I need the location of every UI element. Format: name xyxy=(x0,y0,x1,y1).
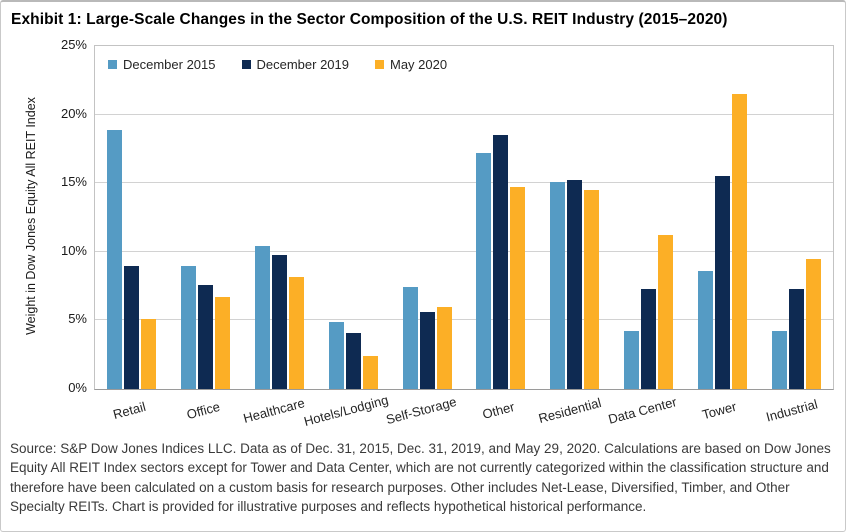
bar-hotels-lodging-may-2020 xyxy=(362,356,378,389)
x-label-retail: Retail xyxy=(111,398,148,423)
legend-item-december-2019: December 2019 xyxy=(241,57,350,72)
bar-healthcare-december-2015 xyxy=(254,246,270,389)
bar-self-storage-december-2015 xyxy=(402,287,418,389)
legend-swatch-december-2015 xyxy=(108,60,117,69)
x-label-data-center: Data Center xyxy=(607,394,679,427)
bar-industrial-may-2020 xyxy=(805,258,821,389)
source-note: Source: S&P Dow Jones Indices LLC. Data … xyxy=(10,441,831,515)
gridline-20 xyxy=(95,113,833,115)
bar-other-december-2015 xyxy=(476,153,492,389)
bar-healthcare-december-2019 xyxy=(271,254,287,389)
x-label-other: Other xyxy=(480,399,516,422)
bar-healthcare-may-2020 xyxy=(288,276,304,389)
y-tick-label-0: 0% xyxy=(68,380,87,395)
gridline-15 xyxy=(95,182,833,184)
bar-group-office: Office xyxy=(169,46,243,422)
bar-group-healthcare: Healthcare xyxy=(242,46,317,426)
bar-groups: Retail Office Healthcare Hotels/Lodging Self… xyxy=(95,46,833,429)
bar-hotels-lodging-december-2015 xyxy=(328,321,344,389)
y-axis-ticks: 0% 5% 10% 15% 20% 25% xyxy=(1,37,87,395)
legend: December 2015 December 2019 May 2020 xyxy=(108,57,447,72)
bar-self-storage-may-2020 xyxy=(436,306,452,389)
bar-office-may-2020 xyxy=(215,297,231,389)
x-label-residential: Residential xyxy=(536,394,603,427)
bar-self-storage-december-2019 xyxy=(419,312,435,389)
y-tick-label-20: 20% xyxy=(60,105,87,121)
bar-group-retail: Retail xyxy=(95,46,169,422)
bar-other-december-2019 xyxy=(493,135,509,389)
x-label-self-storage: Self-Storage xyxy=(384,393,459,428)
bar-industrial-december-2015 xyxy=(771,331,787,389)
legend-label-december-2015: December 2015 xyxy=(123,57,216,72)
y-tick-label-5: 5% xyxy=(68,311,87,327)
bar-tower-may-2020 xyxy=(731,94,747,389)
legend-item-december-2015: December 2015 xyxy=(108,57,216,72)
y-tick-label-10: 10% xyxy=(60,242,87,258)
legend-label-december-2019: December 2019 xyxy=(256,57,350,72)
x-label-healthcare: Healthcare xyxy=(242,395,307,426)
bar-group-data-center: Data Center xyxy=(607,46,686,427)
bar-other-may-2020 xyxy=(510,187,526,389)
bar-retail-december-2019 xyxy=(124,265,140,389)
bar-data-center-december-2015 xyxy=(623,331,639,389)
bar-group-tower: Tower xyxy=(685,46,759,422)
bar-group-hotels-lodging: Hotels/Lodging xyxy=(303,46,390,429)
legend-item-may-2020: May 2020 xyxy=(375,57,447,72)
x-label-industrial: Industrial xyxy=(764,396,820,425)
bar-data-center-december-2019 xyxy=(640,288,656,389)
x-label-tower: Tower xyxy=(700,398,739,423)
chart-title: Exhibit 1: Large-Scale Changes in the Se… xyxy=(11,11,728,28)
bar-group-industrial: Industrial xyxy=(759,46,833,425)
bar-residential-may-2020 xyxy=(584,190,600,389)
bar-office-december-2019 xyxy=(198,284,214,389)
plot-area: December 2015 December 2019 May 2020 Retai… xyxy=(94,45,834,429)
bar-group-other: Other xyxy=(464,46,538,422)
gridline-5 xyxy=(95,319,833,321)
bar-tower-december-2015 xyxy=(697,271,713,389)
gridline-10 xyxy=(95,250,833,252)
x-label-office: Office xyxy=(184,398,222,423)
bar-hotels-lodging-december-2019 xyxy=(345,332,361,389)
bar-office-december-2015 xyxy=(181,265,197,389)
bar-residential-december-2015 xyxy=(550,181,566,389)
bar-industrial-december-2019 xyxy=(788,288,804,389)
legend-swatch-december-2019 xyxy=(241,60,251,69)
bar-retail-may-2020 xyxy=(141,319,157,389)
x-label-hotels-lodging: Hotels/Lodging xyxy=(302,392,391,429)
bar-tower-december-2019 xyxy=(714,176,730,389)
y-tick-label-15: 15% xyxy=(60,174,87,190)
bar-data-center-may-2020 xyxy=(657,235,673,389)
legend-label-may-2020: May 2020 xyxy=(390,57,448,72)
y-tick-label-25: 25% xyxy=(60,37,87,52)
legend-swatch-may-2020 xyxy=(375,60,384,69)
bar-group-self-storage: Self-Storage xyxy=(384,46,464,427)
bar-retail-december-2015 xyxy=(107,129,123,389)
bar-group-residential: Residential xyxy=(537,46,612,426)
bar-residential-december-2019 xyxy=(567,180,583,389)
